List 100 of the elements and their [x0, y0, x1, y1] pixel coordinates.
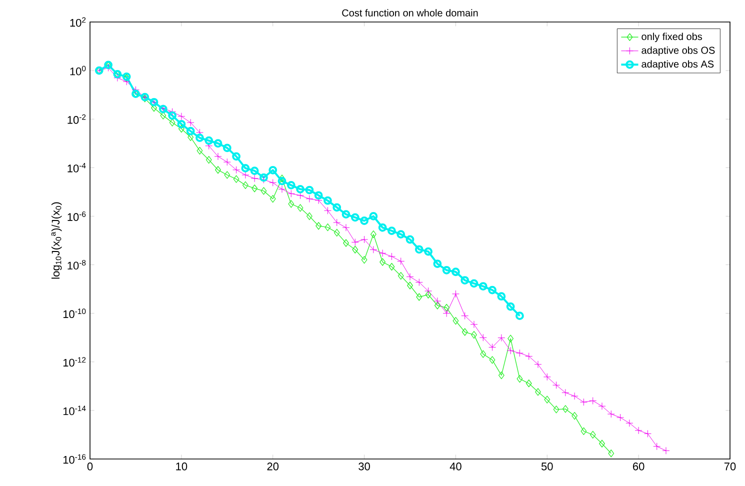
point [296, 184, 304, 194]
point [396, 230, 406, 238]
y-tick-label: 10$^{-2}$ [68, 114, 86, 124]
x-tick-label: 50 [541, 462, 553, 470]
point [478, 282, 488, 290]
point [480, 350, 486, 358]
point [489, 356, 496, 364]
point [352, 246, 358, 254]
point [516, 375, 523, 383]
point [433, 260, 442, 268]
point [252, 184, 258, 192]
point [288, 200, 294, 208]
point [204, 136, 214, 145]
point [324, 223, 331, 232]
point [222, 144, 232, 152]
point [497, 292, 506, 301]
point [407, 282, 413, 290]
point [398, 272, 404, 280]
point [460, 276, 470, 284]
point [416, 293, 422, 301]
point [177, 120, 186, 128]
point [270, 194, 276, 203]
point [380, 258, 386, 266]
point [434, 302, 440, 310]
x-tick-label: 20 [267, 462, 279, 470]
point [462, 328, 468, 336]
point [242, 181, 248, 190]
point [224, 171, 230, 179]
point [343, 239, 349, 247]
point [260, 187, 267, 195]
point [306, 212, 312, 220]
point [178, 124, 184, 133]
y-tick-label: 10$^{-16}$ [63, 454, 86, 464]
point [214, 139, 222, 148]
point [316, 222, 322, 230]
point [196, 134, 204, 142]
point [562, 405, 568, 413]
point [370, 230, 376, 238]
point [324, 196, 332, 205]
point [369, 212, 378, 220]
legend-label: only fixed obs [642, 32, 702, 42]
point [305, 186, 314, 194]
point [196, 146, 203, 155]
point [470, 279, 478, 288]
point [388, 262, 395, 271]
point [572, 412, 578, 420]
point [414, 245, 424, 254]
point [608, 450, 614, 458]
point [378, 223, 387, 232]
point [590, 430, 596, 439]
point [526, 380, 532, 388]
point [314, 191, 323, 200]
point [233, 175, 240, 183]
point [360, 216, 368, 225]
point [268, 166, 278, 174]
point [498, 371, 504, 380]
x-tick-label: 30 [358, 462, 370, 470]
y-tick-label: 10$^{-8}$ [68, 260, 86, 270]
point [297, 204, 304, 212]
point [580, 427, 587, 436]
legend-label: adaptive obs OS [642, 46, 715, 56]
x-tick-label: 70 [724, 462, 736, 470]
y-tick-label: 10$^{-10}$ [63, 308, 86, 318]
point [488, 286, 496, 294]
point [279, 174, 285, 182]
point [508, 334, 514, 342]
point [260, 173, 268, 182]
point [286, 180, 296, 190]
point [425, 290, 432, 298]
y-tick-label: 10$^{0}$ [70, 66, 86, 76]
point [442, 266, 451, 274]
y-axis-title: log$_{10}$J(x$_{0}$$^{a}$)/J(x$_{0}$) [51, 202, 62, 279]
y-tick-label: 10$^{-4}$ [68, 162, 86, 172]
point [361, 256, 368, 264]
point [278, 176, 286, 186]
y-tick-label: 10$^{2}$ [70, 17, 86, 27]
point [452, 316, 459, 325]
point [342, 210, 350, 218]
y-tick-label: 10$^{-6}$ [68, 211, 86, 221]
chart-title: Cost function on whole domain [342, 9, 478, 16]
point [250, 166, 259, 176]
point [232, 152, 240, 161]
point [215, 166, 221, 174]
point [535, 388, 541, 396]
point [332, 203, 342, 212]
point [406, 235, 414, 244]
legend-label: adaptive obs AS [642, 60, 714, 70]
y-tick-label: 10$^{-12}$ [63, 357, 86, 367]
x-tick-label: 60 [633, 462, 644, 470]
y-tick-label: 10$^{-14}$ [63, 406, 86, 416]
point [206, 156, 212, 164]
point [599, 440, 605, 448]
point [388, 226, 396, 236]
point [424, 247, 432, 256]
point [169, 118, 176, 126]
x-tick-label: 10 [176, 462, 188, 470]
point [452, 268, 460, 276]
point [186, 126, 195, 136]
point [334, 228, 340, 237]
x-tick-label: 0 [87, 462, 93, 470]
